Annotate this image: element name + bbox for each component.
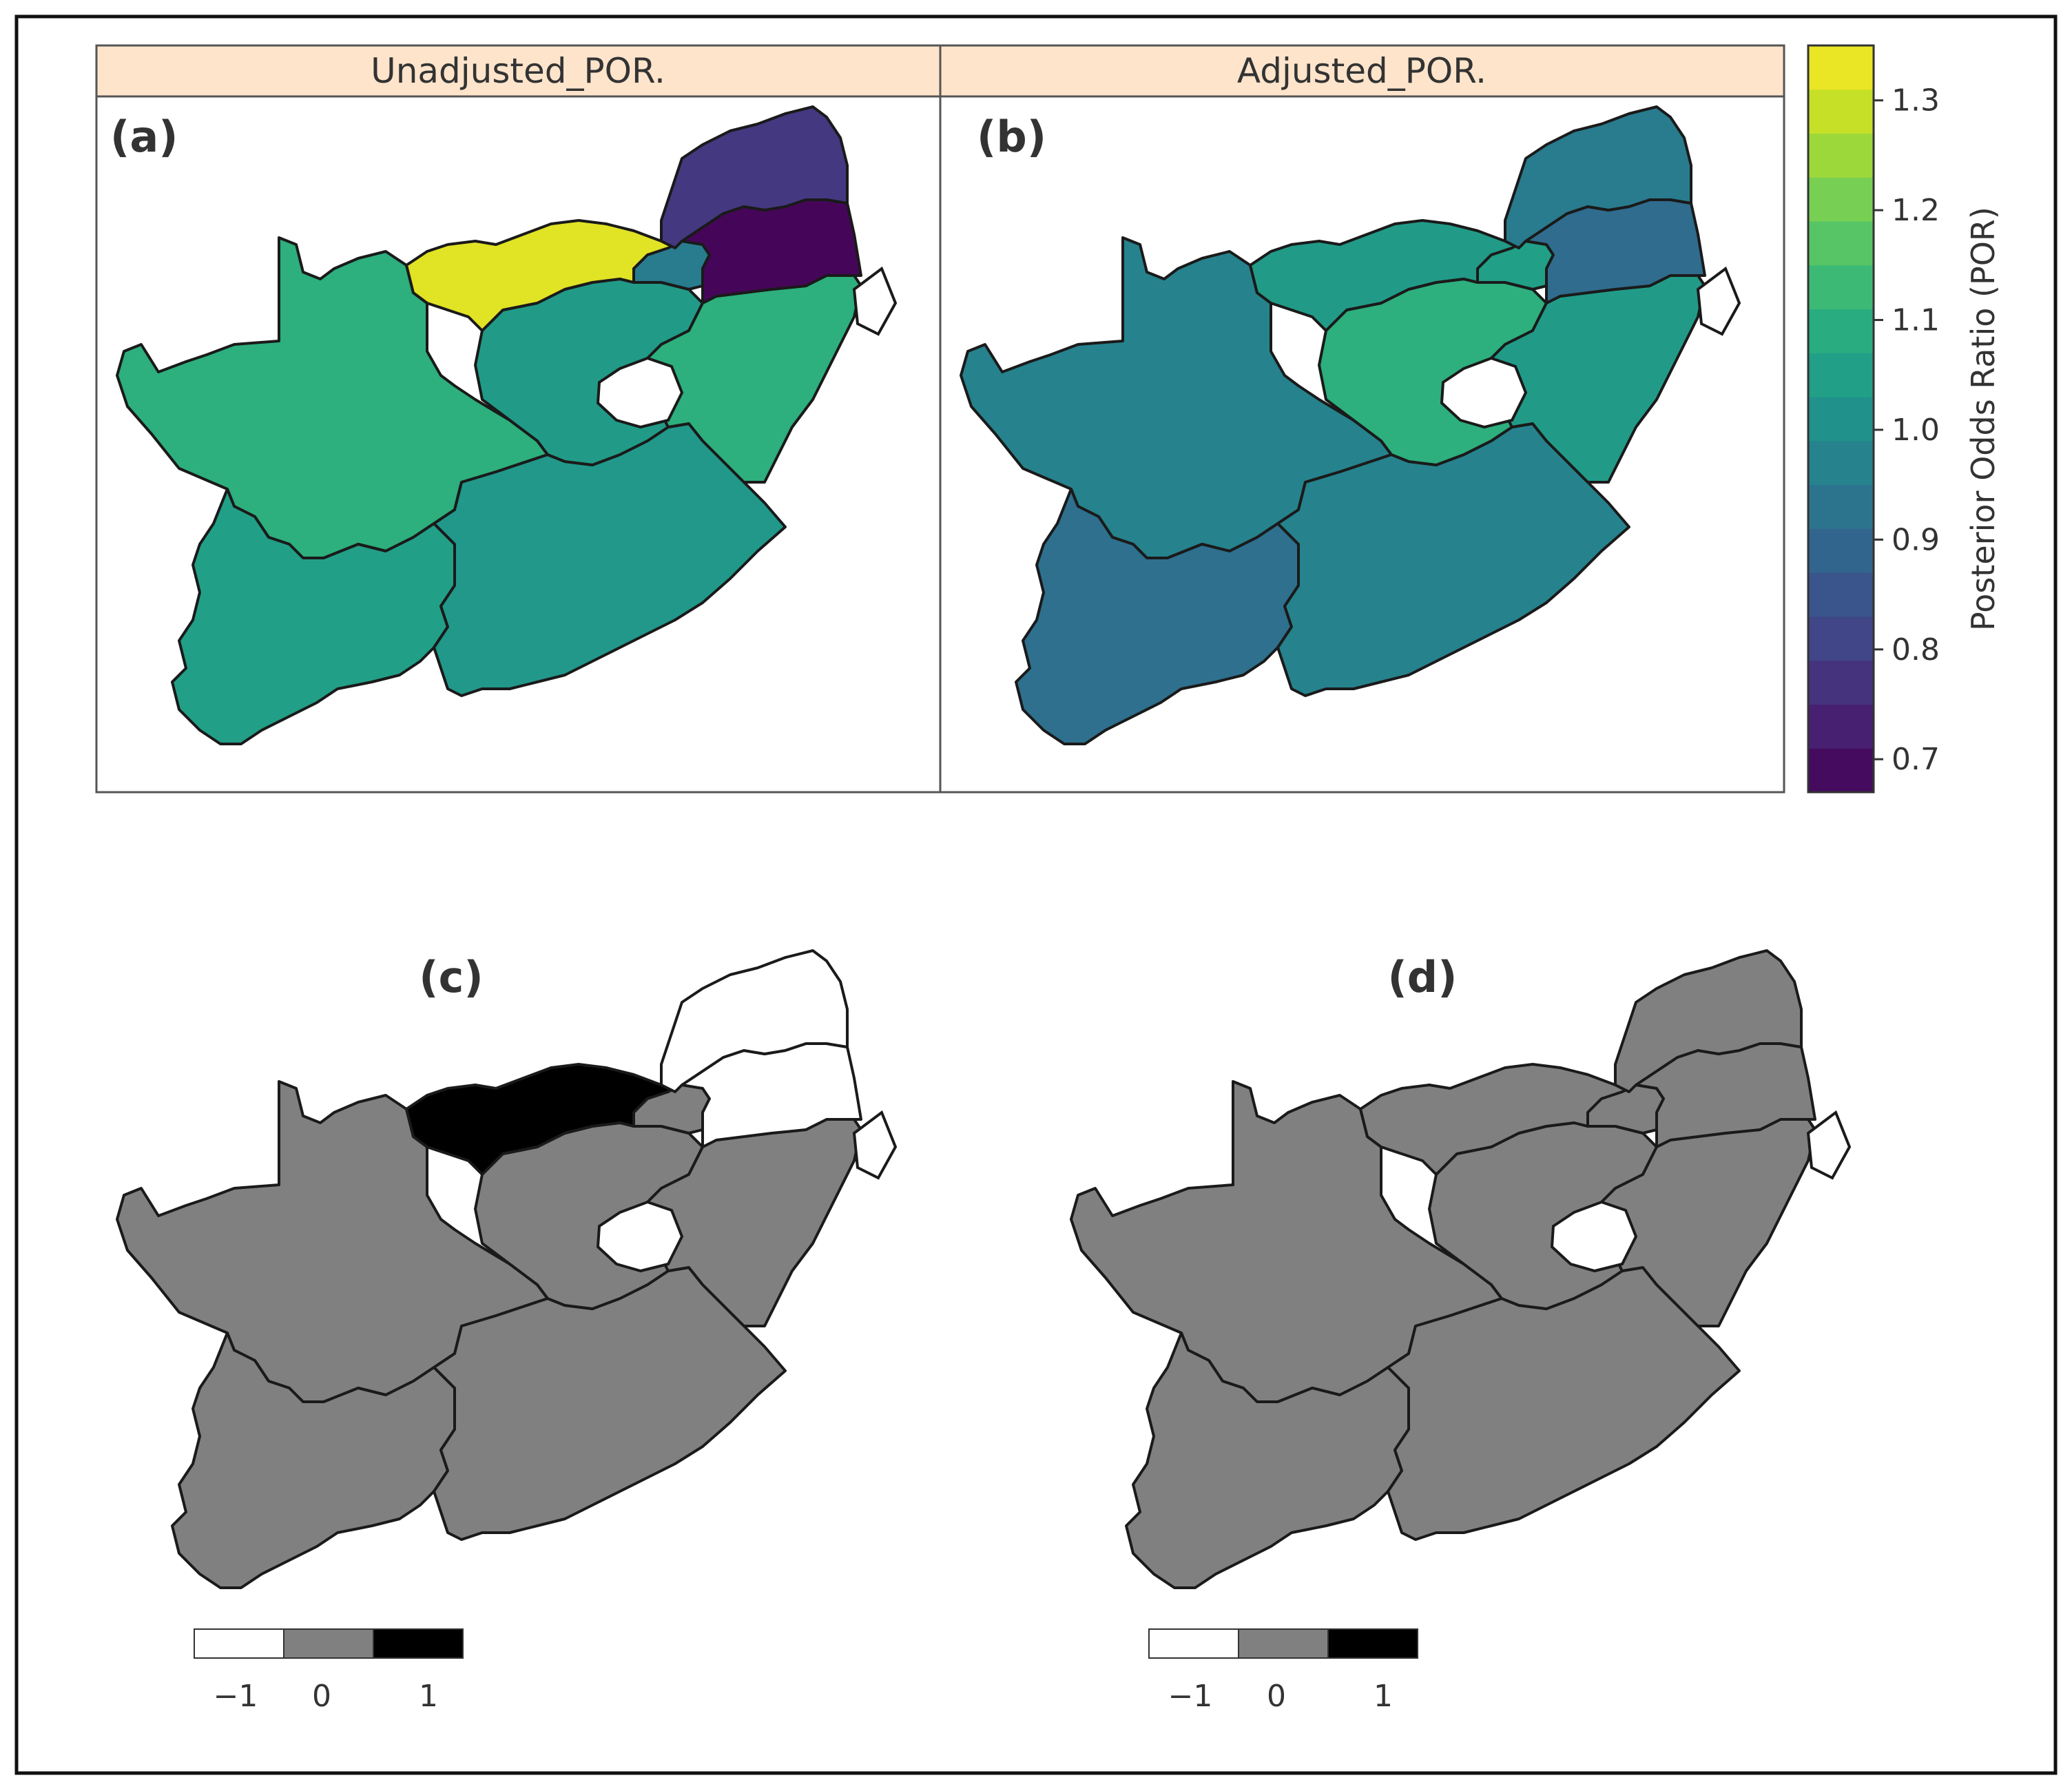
legend-swatch [373, 1628, 464, 1659]
colorbar: 0.7 0.8 0.9 1.0 1.1 1.2 1.3 Posterior Odds Rat… [1807, 44, 2002, 794]
colorbar-swatch [1808, 265, 1874, 310]
legend-swatch [1327, 1628, 1418, 1659]
region-b-western-cape [1015, 488, 1300, 745]
map-d [1070, 949, 1852, 1589]
colorbar-swatch [1808, 397, 1874, 442]
map-hole-a [852, 266, 898, 336]
region-a-limpopo [660, 105, 849, 249]
region-a-western-cape [171, 488, 456, 745]
legend-swatch [283, 1628, 374, 1659]
legend-label: −1 [1168, 1679, 1213, 1714]
map-a [116, 105, 898, 745]
region-d-western-cape [1125, 1332, 1410, 1589]
panel-a-strip-label: Unadjusted_POR. [371, 51, 665, 91]
region-d-limpopo [1614, 949, 1803, 1093]
map-hole-c [852, 1110, 898, 1180]
legend-label: 1 [419, 1679, 438, 1714]
colorbar-tick-label: 0.8 [1892, 632, 1940, 667]
panel-a: Unadjusted_POR. (a) [95, 44, 942, 794]
panel-b-strip-label: Adjusted_POR. [1237, 51, 1486, 91]
panel-a-tag: (a) [110, 112, 178, 162]
colorbar-tick-label: 1.2 [1892, 193, 1940, 228]
region-b-limpopo [1504, 105, 1692, 249]
map-hole-b [1440, 356, 1528, 429]
colorbar-swatch [1808, 177, 1874, 222]
legend-d: −1 0 1 [1148, 1628, 1418, 1714]
colorbar-swatch [1808, 45, 1874, 90]
colorbar-frame [1807, 44, 1875, 794]
figure-border [14, 14, 2058, 1775]
map-hole-c [596, 1200, 684, 1273]
legend-label: 1 [1374, 1679, 1393, 1714]
map-hole-a [596, 356, 684, 429]
legend-label: −1 [214, 1679, 258, 1714]
colorbar-tick-label: 1.1 [1892, 303, 1940, 338]
map-hole-d [1550, 1200, 1638, 1273]
panel-c: (c) −1 0 1 [116, 949, 898, 1714]
colorbar-tick-label: 0.9 [1892, 522, 1940, 557]
colorbar-ticks: 0.7 0.8 0.9 1.0 1.1 1.2 1.3 [1874, 83, 1940, 777]
colorbar-swatches [1808, 45, 1874, 793]
colorbar-swatch [1808, 704, 1874, 749]
colorbar-swatch [1808, 572, 1874, 617]
panel-d-tag: (d) [1387, 952, 1457, 1002]
region-c-limpopo [660, 949, 849, 1093]
panel-b: Adjusted_POR. (b) [939, 44, 1785, 794]
region-c-western-cape [171, 1332, 456, 1589]
legend-swatch [1148, 1628, 1239, 1659]
colorbar-swatch [1808, 309, 1874, 353]
legend-label: 0 [1267, 1679, 1286, 1714]
legend-swatch [1238, 1628, 1329, 1659]
colorbar-swatch [1808, 133, 1874, 178]
colorbar-swatch [1808, 528, 1874, 573]
colorbar-swatch [1808, 748, 1874, 793]
colorbar-swatch [1808, 89, 1874, 134]
map-b [960, 105, 1741, 745]
map-hole-d [1806, 1110, 1852, 1180]
colorbar-swatch [1808, 440, 1874, 486]
legend-swatch [194, 1628, 284, 1659]
colorbar-swatch [1808, 221, 1874, 266]
panel-b-strip [939, 44, 1785, 98]
legend-c: −1 0 1 [194, 1628, 464, 1714]
map-hole-b [1696, 266, 1741, 336]
legend-label: 0 [312, 1679, 331, 1714]
colorbar-swatch [1808, 353, 1874, 397]
colorbar-tick-label: 0.7 [1892, 742, 1940, 777]
colorbar-swatch [1808, 660, 1874, 705]
panel-c-tag: (c) [419, 952, 483, 1002]
colorbar-title: Posterior Odds Ratio (POR) [1965, 207, 2002, 631]
colorbar-swatch [1808, 616, 1874, 661]
colorbar-tick-label: 1.3 [1892, 83, 1940, 118]
panel-b-tag: (b) [977, 112, 1046, 162]
map-c [116, 949, 898, 1589]
colorbar-swatch [1808, 484, 1874, 529]
colorbar-tick-label: 1.0 [1892, 413, 1940, 448]
panel-d: (d) −1 0 1 [1070, 949, 1852, 1714]
